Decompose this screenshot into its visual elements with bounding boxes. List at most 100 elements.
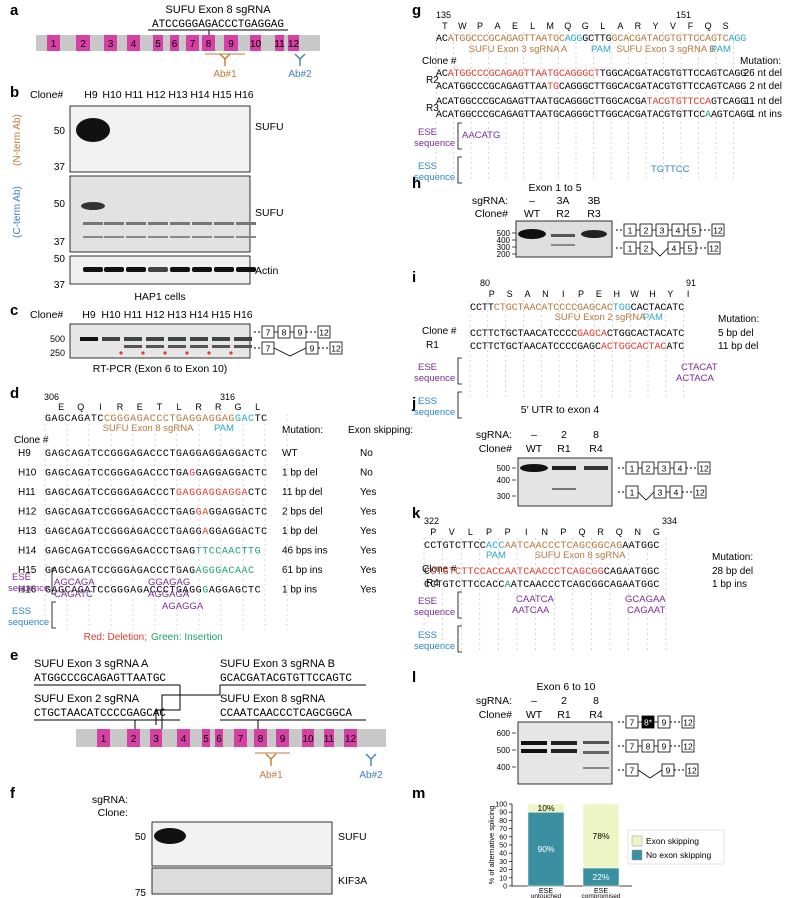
i-mut-hdr: Mutation: (718, 314, 759, 325)
a-exon-label-1: 1 (51, 39, 57, 50)
i-reference-seq: CCTTCTGCTAACATCCCCGAGCACTGGCACTACATC (470, 303, 684, 314)
d-row-seq-H12: GAGCAGATCCGGGAGACCCTGAGGAGGAGGACTC (45, 508, 267, 519)
c-star-H16 (229, 351, 233, 355)
a-ab2-icon (294, 53, 306, 66)
e-exon-8 (254, 729, 267, 747)
b-clone-H13: H13 (168, 89, 187, 101)
m-ytick-label-50: 50 (499, 843, 507, 850)
d-row-mut-H12: 2 bps del (282, 507, 323, 518)
b-cterm-band-lane-H16 (236, 222, 256, 225)
i-aa-9: H (649, 289, 656, 299)
a-exon-3 (104, 35, 117, 51)
j-full-box-label-0: 1 (630, 464, 635, 474)
h-full-box-label-3: 4 (676, 226, 681, 236)
j-sgrna-1: 2 (561, 429, 567, 441)
d-row-skip-H13: Yes (360, 526, 376, 537)
e-sg2-title: SUFU Exon 2 sgRNA (34, 693, 140, 705)
panel-label-l: l (412, 669, 416, 686)
b-actin-band-H12 (148, 267, 168, 272)
b-clone-H10: H10 (102, 89, 121, 101)
d-row-skip-H12: Yes (360, 507, 376, 518)
b-mw-top-37: 37 (54, 162, 66, 173)
k-ess-label: ESS (418, 630, 437, 641)
l-skip-box-label-1: 9 (666, 766, 671, 776)
i-r1-mut1: 5 bp del (718, 328, 754, 339)
m-bar-0-0 (527, 811, 565, 887)
m-cat-line2-1: compromised (581, 893, 620, 898)
k-num-left: 322 (424, 516, 439, 526)
l-mw-markers: 600 500 400 (497, 729, 516, 772)
h-full-box-5 (711, 223, 725, 237)
b-actin-bands (83, 267, 256, 272)
j-full-box-label-3: 4 (678, 464, 683, 474)
j-skip-box-label-1: 3 (658, 488, 663, 498)
l-full-box-3 (681, 739, 695, 753)
e-exon-2 (127, 729, 140, 747)
e-ab2-label: Ab#2 (359, 770, 383, 781)
b-sufu-top: SUFU (255, 121, 284, 133)
d-row-clone-H10: H10 (18, 468, 37, 479)
a-exon-8 (202, 35, 215, 51)
l-title: Exon 6 to 10 (537, 681, 596, 693)
i-aa-10: Y (667, 289, 673, 299)
k-ess-bracket (457, 625, 462, 653)
c-band-full-H11 (124, 337, 142, 341)
e-exon-7 (234, 729, 247, 747)
j-skip-skip-0 (637, 491, 655, 501)
j-splice-diagram: 1 2 3 4 121 3 4 12 (618, 461, 711, 501)
c-box-3 (317, 325, 331, 339)
g-aa-10: A (617, 21, 623, 31)
panel-label-j: j (411, 395, 416, 412)
c-band-full-H14 (190, 337, 208, 341)
f-mw-75: 75 (135, 888, 147, 898)
panel-label-f: f (10, 785, 16, 802)
b-mw-mid-50: 50 (54, 199, 66, 210)
h-skip-box-4 (707, 241, 721, 255)
d-row-clone-H11: H11 (18, 487, 36, 498)
h-clone-label: Clone# (475, 208, 508, 220)
h-mw-500: 500 (497, 229, 511, 238)
k-aa-9: R (597, 527, 604, 537)
b-clone-H12: H12 (146, 89, 165, 101)
e-exon-4 (177, 729, 190, 747)
k-ese-seq-2: GCAGAA (625, 594, 666, 605)
a-exon-label-4: 4 (131, 39, 137, 50)
b-cterm-band-lane-H14 (192, 222, 212, 225)
h-skip-box-label-2: 4 (672, 244, 677, 254)
d-row-skip-H14: Yes (360, 546, 376, 557)
l-clone-R4: R4 (589, 709, 603, 721)
l-ins-box-3 (681, 715, 695, 729)
d-reference-seq: GAGCAGATCCGGGAGACCCTGAGGAGGAGGACTC (45, 414, 267, 425)
b-ab-c-label: (C-term Ab) (12, 186, 23, 238)
g-aa-0: T (442, 21, 448, 31)
c-band-full-H12 (146, 337, 164, 341)
j-sgrna-2: 8 (593, 429, 599, 441)
d-row-clone-H12: H12 (18, 507, 37, 518)
a-exon-5 (153, 35, 163, 51)
j-title: 5′ UTR to exon 4 (521, 404, 600, 416)
l-gel-bands (521, 741, 609, 769)
c-band-full-H9 (80, 337, 98, 341)
f-blot-sufu (151, 821, 333, 867)
d-ess-bracket (51, 601, 56, 629)
panel-label-i: i (412, 269, 416, 286)
g-aa-11: R (635, 21, 642, 31)
b-actin-band-H10 (104, 267, 124, 272)
c-band-skip-H12 (146, 345, 164, 348)
e-exon-5 (202, 729, 210, 747)
c-clone-label: Clone# (30, 309, 63, 321)
e-sg3a-title: SUFU Exon 3 sgRNA A (34, 658, 149, 670)
j-band-r4 (584, 466, 608, 470)
m-ytick-label-10: 10 (499, 875, 507, 882)
d-row-clone-H16: H16 (18, 585, 37, 596)
d-ese-seq-2: GGAGAG (148, 577, 190, 588)
d-row-mut-H9: WT (282, 448, 298, 459)
panel-label-m: m (412, 785, 425, 802)
k-ese-label: ESE (418, 596, 437, 607)
g-aa-1: W (458, 21, 467, 31)
d-row-clone-H14: H14 (18, 546, 37, 557)
